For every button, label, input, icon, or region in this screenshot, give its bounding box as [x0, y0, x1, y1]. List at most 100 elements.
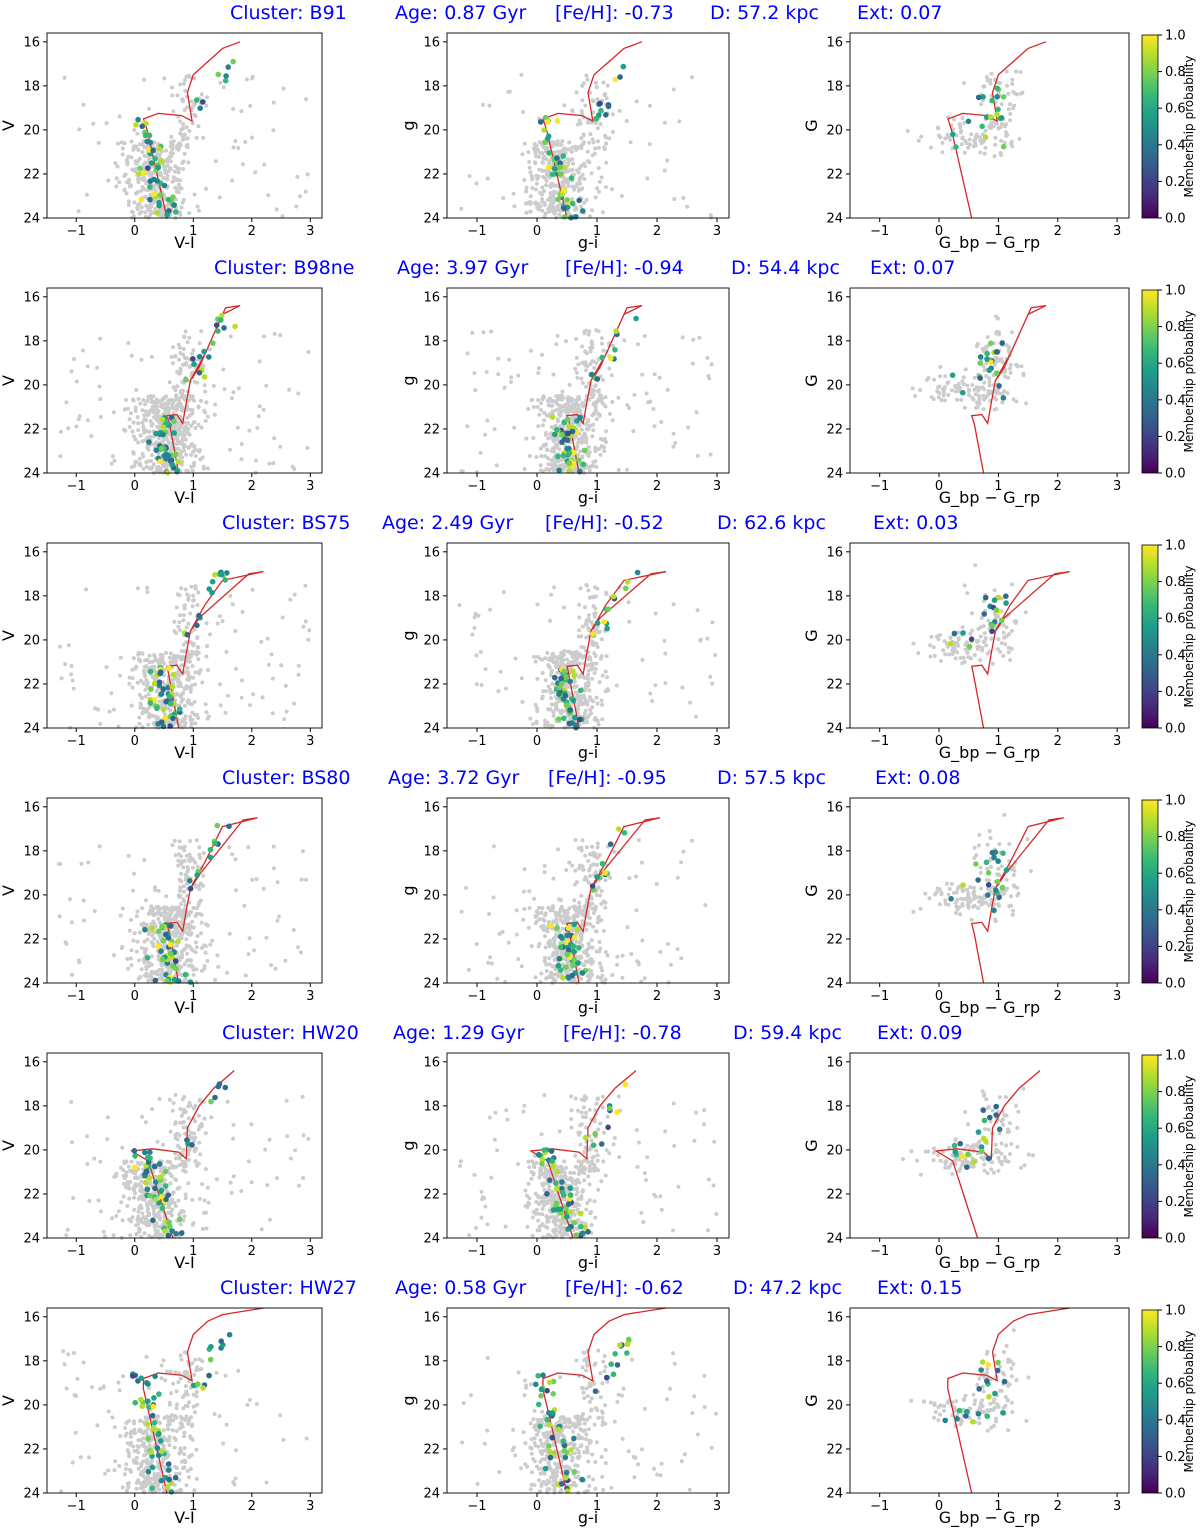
field-star	[569, 149, 574, 154]
field-star	[679, 956, 684, 961]
member-star	[158, 445, 165, 452]
y-tick-label: 20	[826, 123, 843, 138]
field-star	[201, 466, 206, 471]
field-star	[626, 600, 631, 605]
field-star	[581, 133, 586, 138]
field-star	[524, 185, 529, 190]
field-star	[81, 102, 86, 107]
colorbar-tick-label: 1.0	[1165, 284, 1186, 299]
member-star	[184, 631, 191, 638]
field-star	[982, 631, 987, 636]
field-star	[277, 914, 281, 919]
field-star	[184, 452, 189, 457]
field-star	[592, 388, 597, 393]
field-star	[579, 693, 584, 698]
field-star	[940, 150, 945, 155]
field-star	[549, 208, 554, 213]
field-star	[495, 976, 500, 981]
field-star	[184, 74, 189, 79]
field-star	[269, 963, 274, 968]
field-star	[127, 199, 131, 204]
x-tick-label: 2	[1054, 479, 1062, 494]
field-star	[127, 681, 132, 686]
member-star	[1003, 600, 1009, 606]
field-star	[135, 680, 140, 685]
field-star	[573, 366, 578, 371]
field-star	[602, 147, 607, 152]
field-star	[989, 636, 994, 641]
field-star	[587, 468, 592, 473]
field-star	[588, 345, 593, 350]
field-star	[574, 355, 579, 360]
field-star	[114, 176, 119, 181]
member-star	[171, 430, 177, 436]
field-star	[168, 159, 173, 164]
field-star	[171, 139, 176, 144]
field-star	[978, 658, 983, 663]
field-star	[650, 699, 655, 703]
field-star	[577, 905, 582, 910]
field-star	[950, 648, 955, 653]
field-star	[558, 408, 563, 413]
field-star	[128, 411, 133, 416]
field-star	[981, 407, 986, 412]
field-star	[193, 940, 198, 945]
field-star	[1006, 107, 1011, 112]
field-star	[607, 136, 612, 141]
y-tick-label: 24	[423, 467, 440, 482]
header-ext: Ext: 0.07	[857, 2, 942, 24]
field-star	[459, 206, 464, 211]
field-star	[189, 99, 194, 104]
field-star	[554, 183, 559, 188]
field-star	[943, 652, 948, 657]
field-star	[183, 703, 187, 708]
member-star	[968, 636, 975, 642]
field-star	[155, 715, 159, 720]
field-star	[536, 371, 541, 375]
field-star	[560, 663, 565, 668]
field-star	[67, 897, 72, 902]
field-star	[194, 980, 199, 985]
field-star	[181, 81, 186, 86]
field-star	[632, 392, 637, 397]
field-star	[708, 452, 713, 457]
field-star	[472, 371, 477, 375]
field-star	[599, 901, 604, 906]
y-axis-label: g	[399, 120, 418, 130]
field-star	[568, 650, 573, 655]
field-star	[938, 633, 943, 637]
field-star	[257, 359, 262, 364]
field-star	[577, 187, 582, 192]
field-star	[969, 656, 973, 661]
field-star	[120, 906, 125, 911]
y-axis-label: g	[399, 630, 418, 640]
field-star	[601, 401, 606, 406]
field-star	[62, 75, 67, 80]
field-star	[136, 180, 141, 185]
field-star	[129, 139, 134, 144]
field-star	[271, 844, 276, 849]
field-star	[270, 711, 275, 716]
field-star	[195, 204, 200, 209]
field-star	[953, 383, 958, 388]
member-star	[187, 878, 193, 884]
field-star	[574, 370, 579, 375]
field-star	[185, 421, 190, 425]
field-star	[1008, 362, 1013, 367]
field-star	[169, 85, 174, 90]
field-star	[573, 868, 578, 873]
field-star	[993, 142, 998, 147]
member-star	[169, 683, 175, 690]
field-star	[577, 602, 582, 607]
y-tick-label: 20	[423, 633, 440, 648]
field-star	[600, 341, 604, 346]
member-star	[993, 607, 1000, 613]
field-star	[582, 432, 587, 436]
field-star	[233, 629, 238, 633]
field-star	[145, 590, 150, 594]
field-star	[597, 388, 601, 393]
field-star	[175, 384, 180, 389]
field-star	[521, 110, 525, 114]
member-star	[218, 317, 224, 323]
field-star	[185, 340, 190, 345]
